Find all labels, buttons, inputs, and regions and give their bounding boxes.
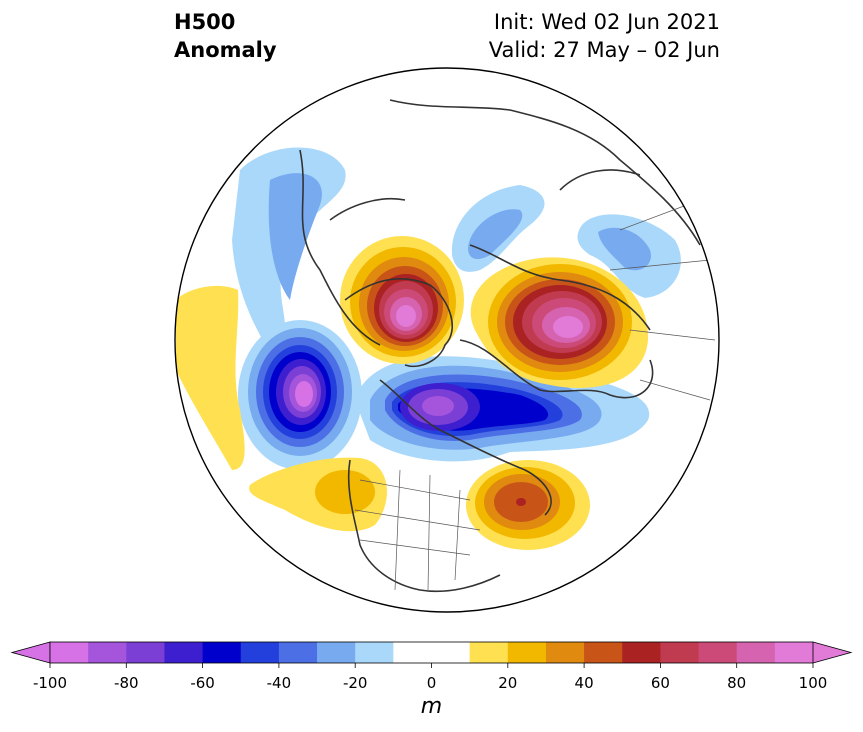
colorbar: -100 -80 -60 -40 -20 0 20 40 60 80 100 <box>10 641 853 692</box>
colorbar-tick-label: 100 <box>799 674 828 692</box>
colorbar-bin <box>240 642 280 663</box>
colorbar-bin <box>698 642 738 663</box>
colorbar-bin <box>88 642 127 663</box>
colorbar-tick-label: -100 <box>33 674 67 692</box>
map-title: H500 Anomaly <box>174 8 277 64</box>
colorbar-ticks: -100 -80 -60 -40 -20 0 20 40 60 80 100 <box>33 663 827 692</box>
colorbar-bin <box>507 642 547 663</box>
title-field: Anomaly <box>174 38 277 62</box>
map-dates: Init: Wed 02 Jun 2021 Valid: 27 May – 02… <box>489 8 720 64</box>
colorbar-tick-label: 60 <box>651 674 670 692</box>
state-borders <box>354 199 716 591</box>
colorbar-bin <box>622 642 661 663</box>
colorbar-tick-label: 40 <box>575 674 594 692</box>
anomaly-map <box>174 67 720 613</box>
colorbar-bin <box>164 642 204 663</box>
colorbar-bin <box>126 642 165 663</box>
colorbar-bin <box>355 642 394 663</box>
map-boundary <box>174 67 720 613</box>
continent-outlines <box>299 99 701 593</box>
colorbar-bin <box>469 642 509 663</box>
colorbar-tick-label: 20 <box>498 674 517 692</box>
colorbar-bins <box>10 641 853 664</box>
colorbar-extend-max <box>812 641 853 664</box>
colorbar-bin <box>278 642 318 663</box>
colorbar-tick-label: -60 <box>190 674 215 692</box>
title-variable: H500 <box>174 10 236 34</box>
colorbar-tick-label: -20 <box>343 674 368 692</box>
anomaly-europe-positive <box>340 236 464 364</box>
colorbar-unit: m <box>420 694 443 719</box>
colorbar-bin <box>774 642 814 663</box>
anomaly-central-asia-negative <box>451 185 545 272</box>
colorbar-bin <box>660 642 700 663</box>
colorbar-tick-label: 80 <box>727 674 746 692</box>
colorbar-bin <box>545 642 585 663</box>
colorbar-bin <box>736 642 776 663</box>
anomaly-east-asia-negative <box>577 214 681 298</box>
anomaly-siberia-positive <box>470 257 649 388</box>
colorbar-tick-label: -40 <box>267 674 292 692</box>
colorbar-tick-label: 0 <box>427 674 437 692</box>
colorbar-bin <box>431 642 471 663</box>
colorbar-bin <box>393 642 432 663</box>
valid-range: Valid: 27 May – 02 Jun <box>488 38 720 62</box>
colorbar-tick-label: -80 <box>114 674 139 692</box>
colorbar-bin <box>584 642 623 663</box>
anomaly-pacific-west-negative <box>232 147 346 360</box>
anomaly-west-pacific-positive <box>176 285 245 470</box>
colorbar-bin <box>317 642 356 663</box>
colorbar-bin <box>50 642 89 663</box>
anomaly-contours <box>176 99 716 593</box>
anomaly-ne-america-positive <box>466 460 590 550</box>
colorbar-extend-min <box>10 641 51 664</box>
init-date: Init: Wed 02 Jun 2021 <box>493 10 720 34</box>
anomaly-gulf-alaska-negative <box>238 320 362 470</box>
colorbar-bin <box>202 642 242 663</box>
